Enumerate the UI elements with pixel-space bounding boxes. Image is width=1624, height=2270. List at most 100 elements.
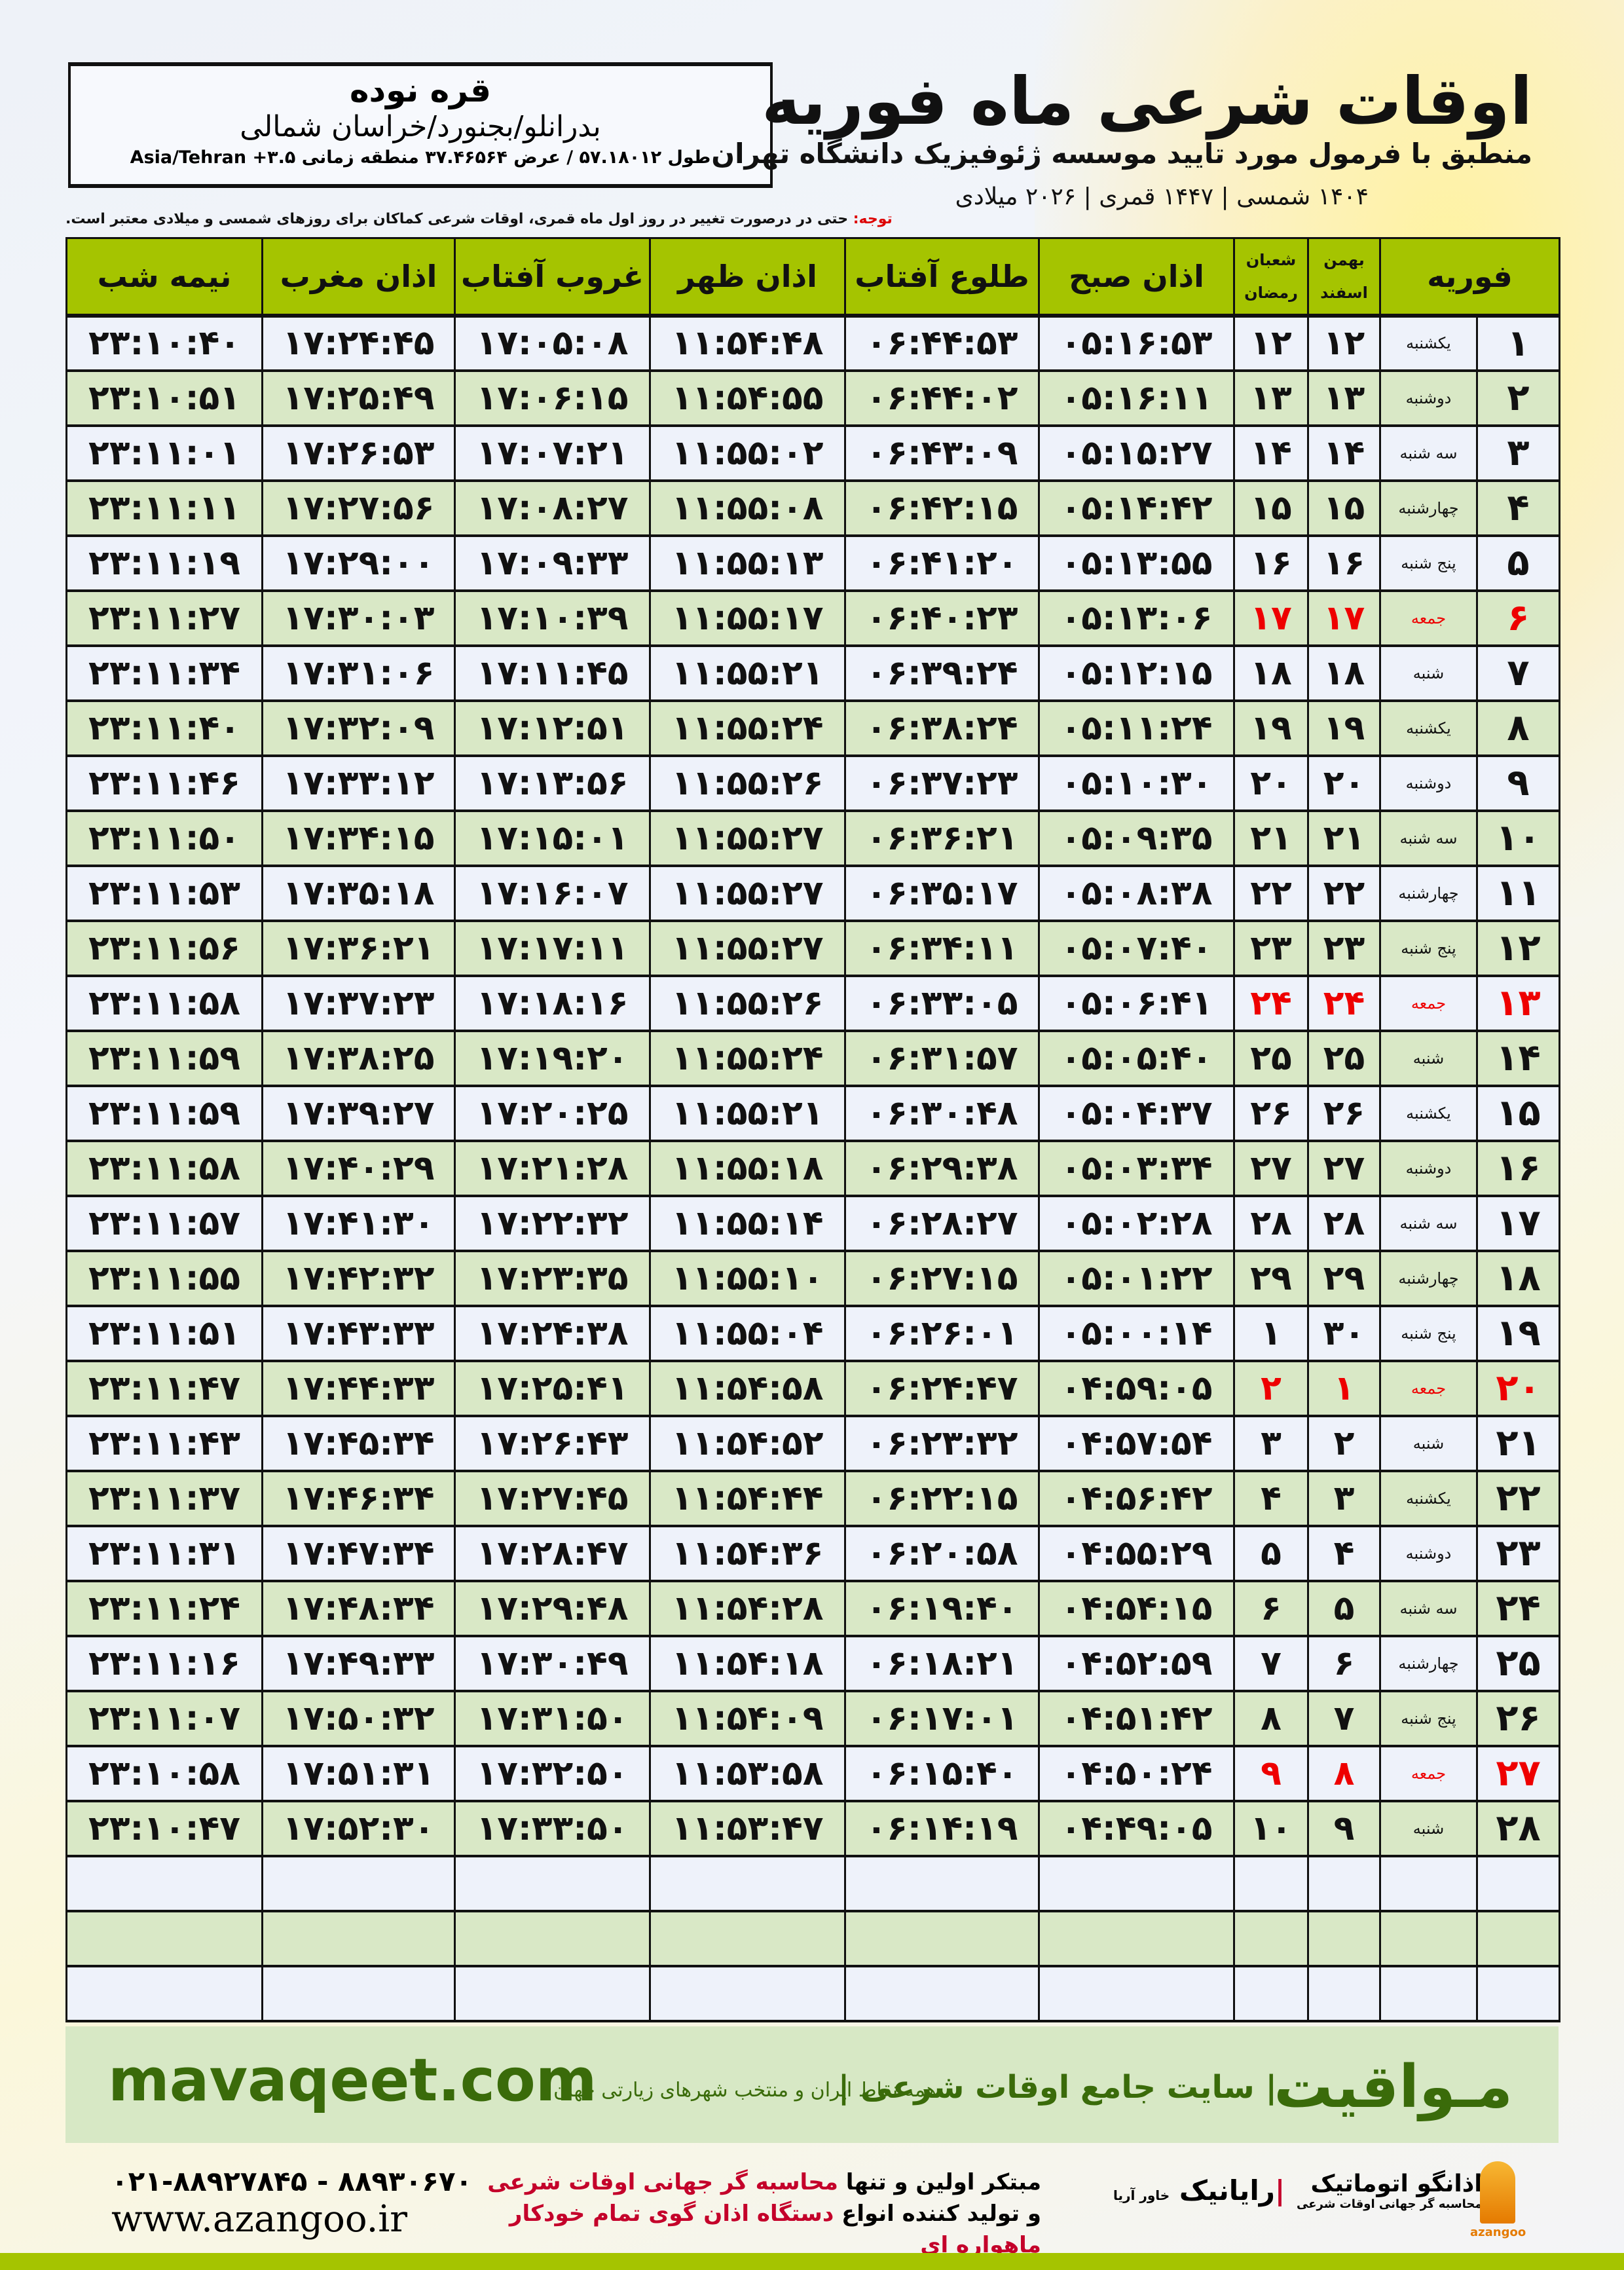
cell-midnight: ۲۳:۱۱:۵۹ — [65, 1085, 263, 1142]
cell-sunrise: ۰۶:۳۵:۱۷ — [844, 865, 1040, 922]
cell-fajr: ۰۵:۱۳:۵۵ — [1038, 534, 1235, 592]
cell-sunrise: ۰۶:۱۴:۱۹ — [844, 1800, 1040, 1857]
cell-midnight: ۲۳:۱۰:۵۱ — [65, 369, 263, 427]
cell-wd — [1379, 1855, 1478, 1912]
cell-midnight: ۲۳:۱۱:۵۸ — [65, 1140, 263, 1197]
mavaqeet-banner: مـواقیت | سایت جامع اوقات شرعی | همه نقا… — [65, 2026, 1559, 2143]
cell-sunrise: ۰۶:۱۹:۴۰ — [844, 1580, 1040, 1637]
cell-day: ۱۲ — [1476, 920, 1560, 977]
cell-sunrise: ۰۶:۲۸:۲۷ — [844, 1195, 1040, 1252]
table-row: ۸ یکشنبه ۱۹ ۱۹ ۰۵:۱۱:۲۴ ۰۶:۳۸:۲۴ ۱۱:۵۵:۲۴ ۱۷:۱۲… — [65, 699, 1560, 757]
cell-bh: ۲۷ — [1307, 1140, 1381, 1197]
cell-fajr: ۰۵:۰۸:۳۸ — [1038, 865, 1235, 922]
cell-wd: چهارشنبه — [1379, 479, 1478, 537]
banner-subslogan: همه نقاط ایران و منتخب شهرهای زیارتی جها… — [553, 2079, 936, 2102]
cell-maghrib: ۱۷:۴۰:۲۹ — [261, 1140, 456, 1197]
cell-dhuhr: ۱۱:۵۵:۱۸ — [649, 1140, 846, 1197]
cell-bh: ۲۴ — [1307, 975, 1381, 1032]
cell-maghrib: ۱۷:۲۶:۵۳ — [261, 424, 456, 482]
empty-row — [65, 1910, 1560, 1967]
cell-maghrib: ۱۷:۵۱:۳۱ — [261, 1745, 456, 1802]
cell-wd: دوشنبه — [1379, 369, 1478, 427]
cell-sh: ۲۳ — [1233, 920, 1309, 977]
cell-sh: ۲۵ — [1233, 1030, 1309, 1087]
cell-day: ۲ — [1476, 369, 1560, 427]
header-ramadan: رمضان — [1244, 283, 1298, 302]
cell-sunrise: ۰۶:۴۳:۰۹ — [844, 424, 1040, 482]
cell-sh: ۲۱ — [1233, 809, 1309, 867]
cell-bh: ۹ — [1307, 1800, 1381, 1857]
cell-day: ۲۵ — [1476, 1635, 1560, 1692]
cell-dhuhr: ۱۱:۵۴:۵۸ — [649, 1360, 846, 1417]
mavaqeet-url[interactable]: mavaqeet.com — [108, 2046, 597, 2115]
cell-fajr — [1038, 1855, 1235, 1912]
cell-day: ۷ — [1476, 644, 1560, 702]
cell-day — [1476, 1965, 1560, 2022]
table-row: ۱۴ شنبه ۲۵ ۲۵ ۰۵:۰۵:۴۰ ۰۶:۳۱:۵۷ ۱۱:۵۵:۲۴ ۱۷:۱۹:… — [65, 1030, 1560, 1087]
cell-day — [1476, 1855, 1560, 1912]
cell-day: ۱۳ — [1476, 975, 1560, 1032]
cell-bh — [1307, 1965, 1381, 2022]
cell-dhuhr: ۱۱:۵۵:۰۲ — [649, 424, 846, 482]
cell-wd: سه شنبه — [1379, 424, 1478, 482]
city-name: قره نوده — [349, 71, 492, 109]
cell-midnight: ۲۳:۱۱:۴۶ — [65, 754, 263, 812]
cell-fajr: ۰۵:۰۹:۳۵ — [1038, 809, 1235, 867]
cell-midnight: ۲۳:۱۱:۵۳ — [65, 865, 263, 922]
header-month: فوریه — [1379, 237, 1560, 318]
cell-fajr — [1038, 1910, 1235, 1967]
cell-sh: ۲۷ — [1233, 1140, 1309, 1197]
cell-sunrise: ۰۶:۳۸:۲۴ — [844, 699, 1040, 757]
table-row: ۱۲ پنج شنبه ۲۳ ۲۳ ۰۵:۰۷:۴۰ ۰۶:۳۴:۱۱ ۱۱:۵۵:۲۷ ۱۷… — [65, 920, 1560, 977]
table-row: ۱ یکشنبه ۱۲ ۱۲ ۰۵:۱۶:۵۳ ۰۶:۴۴:۵۳ ۱۱:۵۴:۴۸ ۱۷:۰۵… — [65, 314, 1560, 372]
table-row: ۲۴ سه شنبه ۵ ۶ ۰۴:۵۴:۱۵ ۰۶:۱۹:۴۰ ۱۱:۵۴:۲۸ ۱۷:۲۹… — [65, 1580, 1560, 1637]
cell-wd: شنبه — [1379, 1415, 1478, 1472]
cell-maghrib: ۱۷:۴۴:۳۳ — [261, 1360, 456, 1417]
cell-fajr: ۰۵:۰۰:۱۴ — [1038, 1305, 1235, 1362]
cell-dhuhr: ۱۱:۵۴:۳۶ — [649, 1525, 846, 1582]
cell-bh: ۱۵ — [1307, 479, 1381, 537]
cell-fajr: ۰۵:۰۴:۳۷ — [1038, 1085, 1235, 1142]
cell-maghrib: ۱۷:۴۲:۳۲ — [261, 1250, 456, 1307]
cell-sunrise: ۰۶:۲۶:۰۱ — [844, 1305, 1040, 1362]
promo-line1-highlight: محاسبه گر جهانی اوقات شرعی — [487, 2169, 838, 2195]
cell-fajr: ۰۴:۵۰:۲۴ — [1038, 1745, 1235, 1802]
cell-bh: ۳۰ — [1307, 1305, 1381, 1362]
table-header: فوریه بهمن اسفند شعبان رمضان اذان صبح طلوع… — [65, 237, 1560, 318]
cell-sh: ۱۴ — [1233, 424, 1309, 482]
note-text: حتی در درصورت تغییر در روز اول ماه قمری،… — [65, 211, 853, 227]
cell-dhuhr: ۱۱:۵۵:۲۴ — [649, 1030, 846, 1087]
cell-maghrib: ۱۷:۳۳:۱۲ — [261, 754, 456, 812]
table-row: ۱۵ یکشنبه ۲۶ ۲۶ ۰۵:۰۴:۳۷ ۰۶:۳۰:۴۸ ۱۱:۵۵:۲۱ ۱۷:۲… — [65, 1085, 1560, 1142]
cell-dhuhr: ۱۱:۵۵:۰۴ — [649, 1305, 846, 1362]
cell-wd: یکشنبه — [1379, 314, 1478, 372]
cell-sunset: ۱۷:۱۸:۱۶ — [454, 975, 651, 1032]
cell-sunrise: ۰۶:۱۷:۰۱ — [844, 1690, 1040, 1747]
cell-dhuhr: ۱۱:۵۵:۲۱ — [649, 1085, 846, 1142]
cell-sunset: ۱۷:۲۳:۳۵ — [454, 1250, 651, 1307]
cell-day: ۱۹ — [1476, 1305, 1560, 1362]
cell-maghrib: ۱۷:۲۵:۴۹ — [261, 369, 456, 427]
cell-sunset: ۱۷:۰۵:۰۸ — [454, 314, 651, 372]
header-maghrib: اذان مغرب — [261, 237, 456, 318]
cell-dhuhr: ۱۱:۵۵:۱۷ — [649, 589, 846, 647]
header-bahman-esfand: بهمن اسفند — [1307, 237, 1381, 318]
cell-wd: جمعه — [1379, 1360, 1478, 1417]
cell-fajr — [1038, 1965, 1235, 2022]
cell-wd: پنج شنبه — [1379, 1305, 1478, 1362]
cell-fajr: ۰۵:۱۰:۳۰ — [1038, 754, 1235, 812]
rayanik-sub: خاور آریا — [1113, 2187, 1170, 2203]
phone-numbers: ۰۲۱-۸۸۹۲۷۸۴۵ - ۸۸۹۳۰۶۷۰ — [111, 2165, 473, 2197]
location-box: قره نوده بدرانلو/بجنورد/خراسان شمالی طول… — [68, 62, 773, 188]
cell-midnight — [65, 1965, 263, 2022]
cell-wd: پنج شنبه — [1379, 534, 1478, 592]
cell-sh: ۲ — [1233, 1360, 1309, 1417]
cell-sh — [1233, 1855, 1309, 1912]
azangoo-url[interactable]: www.azangoo.ir — [111, 2198, 408, 2241]
cell-dhuhr: ۱۱:۵۴:۵۲ — [649, 1415, 846, 1472]
bottom-bar — [0, 2253, 1624, 2270]
cell-maghrib: ۱۷:۵۰:۳۲ — [261, 1690, 456, 1747]
cell-bh: ۱۴ — [1307, 424, 1381, 482]
cell-bh: ۲۰ — [1307, 754, 1381, 812]
cell-dhuhr — [649, 1965, 846, 2022]
